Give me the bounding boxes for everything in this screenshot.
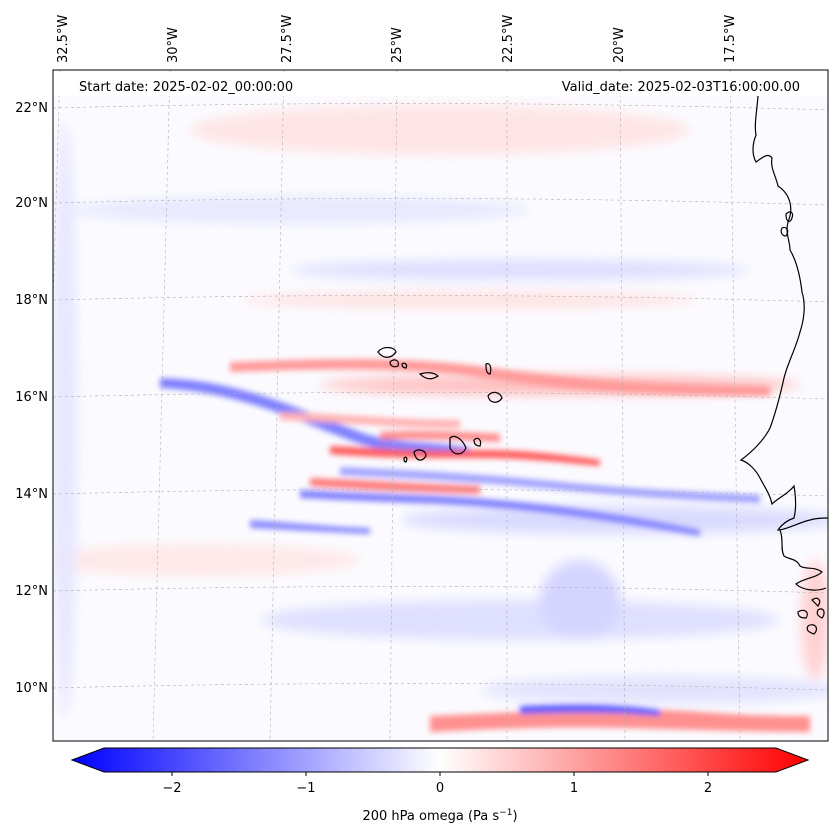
gridlines [53, 70, 828, 741]
colorbar-title-main: 200 hPa omega (Pa s [362, 809, 499, 824]
lat-label: 12°N [15, 584, 48, 599]
lat-label: 16°N [15, 390, 48, 405]
colorbar-bar [70, 747, 810, 773]
colorbar-tick-label: 0 [436, 781, 444, 796]
lon-label: 27.5°W [280, 15, 295, 63]
colorbar-ticks [171, 772, 709, 776]
lat-label: 22°N [15, 101, 48, 116]
lat-label: 20°N [15, 196, 48, 211]
colorbar-tick-label: −1 [296, 781, 315, 796]
lon-label: 20°W [612, 27, 627, 63]
lat-label: 10°N [15, 681, 48, 696]
start-date-label: Start date: 2025-02-02_00:00:00 [79, 80, 293, 95]
colorbar-title: 200 hPa omega (Pa s−1) [362, 808, 517, 824]
map-frame [52, 69, 829, 742]
colorbar-tick-label: 2 [704, 781, 712, 796]
lon-label: 22.5°W [501, 15, 516, 63]
colorbar-tick-label: 1 [570, 781, 578, 796]
longitude-labels: 32.5°W 30°W 27.5°W 25°W 22.5°W 20°W 17.5… [56, 15, 738, 63]
lat-label: 14°N [15, 487, 48, 502]
colorbar-title-close: ) [512, 809, 517, 824]
latitude-labels: 22°N 20°N 18°N 16°N 14°N 12°N 10°N [15, 101, 48, 696]
lon-label: 30°W [166, 27, 181, 63]
coastline [377, 95, 828, 635]
lon-label: 32.5°W [56, 15, 71, 63]
valid-date-label: Valid_date: 2025-02-03T16:00:00.00 [562, 80, 800, 95]
colorbar-tick-label: −2 [162, 781, 181, 796]
lon-label: 25°W [390, 27, 405, 63]
lat-label: 18°N [15, 293, 48, 308]
lon-label: 17.5°W [723, 15, 738, 63]
header-strip [53, 72, 828, 96]
map-panel: Start date: 2025-02-02_00:00:00 Valid_da… [53, 70, 828, 741]
map-background [53, 70, 828, 741]
omega-field [53, 105, 828, 732]
colorbar-title-sup: −1 [499, 808, 512, 818]
colorbar: −2 −1 0 1 2 200 hPa omega (Pa s−1) [70, 747, 810, 824]
